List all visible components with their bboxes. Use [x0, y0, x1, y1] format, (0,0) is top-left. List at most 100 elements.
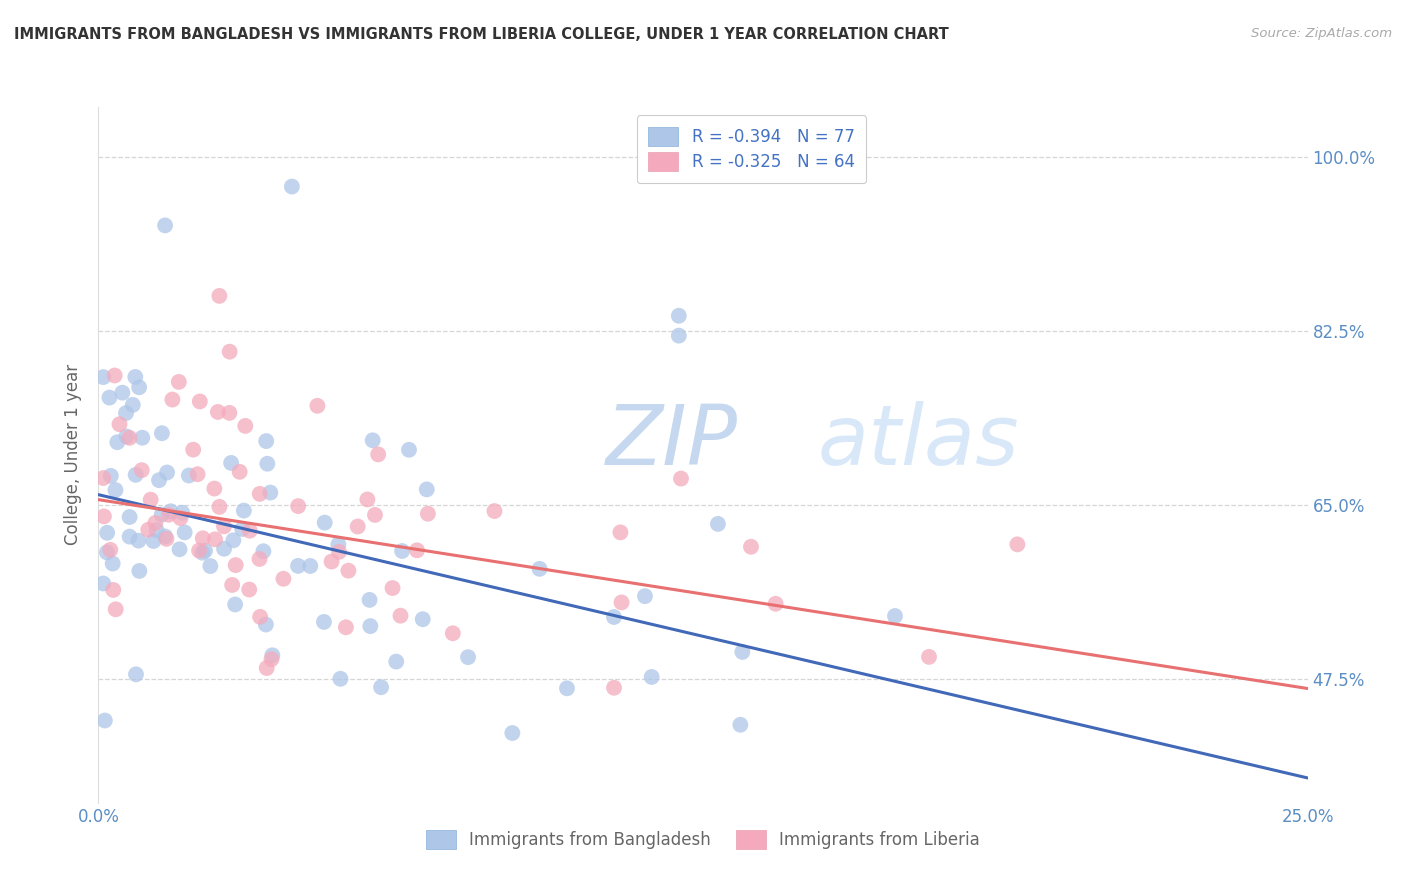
Point [391, 544, 413, 558]
Point [359, 593, 381, 607]
Point [124, 467, 146, 482]
Point [212, 541, 235, 556]
Point [221, 578, 243, 592]
Point [321, 555, 343, 569]
Text: atlas: atlas [818, 401, 1019, 482]
Point [104, 483, 127, 497]
Point [200, 559, 222, 574]
Point [169, 542, 191, 557]
Point [118, 510, 141, 524]
Point [207, 405, 229, 419]
Point [389, 608, 412, 623]
Point [91, 471, 114, 485]
Point [406, 543, 429, 558]
Point [225, 558, 247, 573]
Point [731, 645, 754, 659]
Point [233, 418, 256, 433]
Point [224, 598, 246, 612]
Point [212, 519, 235, 533]
Point [1007, 537, 1029, 551]
Point [259, 485, 281, 500]
Point [169, 511, 191, 525]
Point [262, 648, 284, 663]
Text: IMMIGRANTS FROM BANGLADESH VS IMMIGRANTS FROM LIBERIA COLLEGE, UNDER 1 YEAR CORR: IMMIGRANTS FROM BANGLADESH VS IMMIGRANTS… [14, 27, 949, 42]
Point [145, 523, 167, 537]
Point [124, 370, 146, 384]
Point [457, 650, 479, 665]
Point [529, 562, 551, 576]
Point [222, 533, 245, 548]
Point [128, 380, 150, 394]
Point [256, 661, 278, 675]
Text: Source: ZipAtlas.com: Source: ZipAtlas.com [1251, 27, 1392, 40]
Point [254, 434, 277, 448]
Point [187, 467, 209, 482]
Point [172, 506, 194, 520]
Point [314, 516, 336, 530]
Point [194, 543, 217, 558]
Point [765, 597, 787, 611]
Point [287, 558, 309, 573]
Point [555, 681, 578, 696]
Point [181, 442, 204, 457]
Point [153, 219, 176, 233]
Point [150, 426, 173, 441]
Point [91, 576, 114, 591]
Point [668, 309, 690, 323]
Point [337, 564, 360, 578]
Point [93, 509, 115, 524]
Point [162, 392, 184, 407]
Point [115, 406, 138, 420]
Point [231, 522, 253, 536]
Point [139, 492, 162, 507]
Point [416, 483, 439, 497]
Point [218, 344, 240, 359]
Point [640, 670, 662, 684]
Text: ZIP: ZIP [606, 401, 738, 482]
Point [416, 507, 439, 521]
Point [299, 559, 322, 574]
Point [370, 680, 392, 694]
Point [238, 582, 260, 597]
Point [191, 532, 214, 546]
Point [312, 615, 335, 629]
Point [610, 595, 633, 609]
Point [208, 500, 231, 514]
Point [239, 524, 262, 538]
Point [281, 179, 304, 194]
Point [361, 434, 384, 448]
Point [603, 681, 626, 695]
Point [260, 652, 283, 666]
Point [204, 533, 226, 547]
Point [131, 463, 153, 477]
Point [145, 516, 167, 530]
Point [273, 572, 295, 586]
Point [603, 610, 626, 624]
Point [252, 544, 274, 558]
Point [188, 543, 211, 558]
Point [218, 406, 240, 420]
Point [118, 431, 141, 445]
Point [101, 557, 124, 571]
Point [254, 617, 277, 632]
Point [287, 499, 309, 513]
Point [115, 429, 138, 443]
Point [412, 612, 434, 626]
Point [91, 370, 114, 384]
Point [148, 473, 170, 487]
Point [131, 431, 153, 445]
Point [118, 530, 141, 544]
Point [142, 533, 165, 548]
Point [634, 589, 657, 603]
Point [385, 655, 408, 669]
Point [111, 385, 134, 400]
Point [167, 375, 190, 389]
Point [94, 714, 117, 728]
Point [335, 620, 357, 634]
Point [173, 525, 195, 540]
Point [501, 726, 523, 740]
Point [202, 482, 225, 496]
Point [100, 468, 122, 483]
Point [356, 492, 378, 507]
Point [103, 582, 125, 597]
